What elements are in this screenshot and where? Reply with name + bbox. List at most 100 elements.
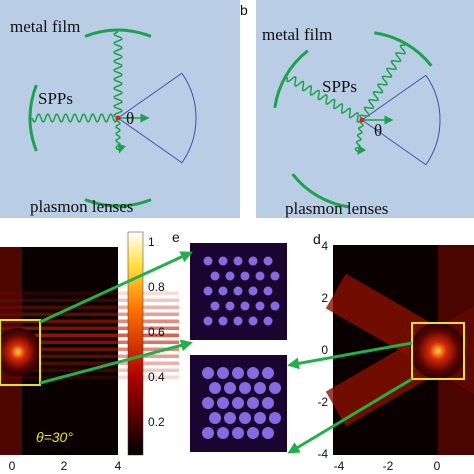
spp-wave [31, 113, 119, 123]
spp-wave [115, 117, 127, 154]
spot [210, 301, 220, 311]
colorbar-tick-label: 0.2 [148, 415, 165, 429]
panel-label: e [172, 229, 180, 245]
spot [217, 367, 229, 379]
spp-wave [354, 119, 367, 156]
spot [254, 382, 266, 394]
spot [217, 397, 229, 409]
spot [254, 412, 266, 424]
x-tick-label: -2 [383, 459, 394, 473]
spot [224, 382, 236, 394]
fringe [0, 312, 179, 316]
sector [117, 72, 197, 164]
angle-label: θ [374, 121, 382, 140]
spot [270, 301, 280, 311]
fringe [0, 291, 179, 295]
fringe [0, 375, 179, 379]
spot [202, 397, 214, 409]
annotation: θ=30° [36, 429, 73, 445]
x-tick-label: 0 [9, 459, 16, 473]
spot [248, 316, 258, 326]
x-tick-label: -4 [334, 459, 345, 473]
fringe [0, 361, 179, 365]
spot [263, 286, 273, 296]
x-tick-label: 4 [115, 459, 122, 473]
plasmon-lens [28, 84, 38, 152]
spot [270, 271, 280, 281]
connectors [39, 251, 413, 454]
spot [269, 382, 281, 394]
lenses-label: plasmon lenses [30, 197, 133, 216]
plasmon-lens [273, 49, 309, 108]
fringe [0, 340, 179, 344]
spot [202, 367, 214, 379]
field-map-left [0, 247, 179, 455]
spot [232, 367, 244, 379]
colorbar [127, 231, 144, 456]
spot [269, 412, 281, 424]
y-tick-label: 2 [321, 291, 328, 305]
spot [262, 367, 274, 379]
spot [218, 256, 228, 266]
x-tick-label: 0 [434, 459, 441, 473]
spot [210, 271, 220, 281]
spot [233, 256, 243, 266]
plasmon-lens [291, 173, 350, 209]
source [115, 115, 121, 121]
colorbar-tick-label: 0.8 [148, 280, 165, 294]
film-label: metal film [10, 17, 80, 36]
spot [233, 286, 243, 296]
fringe [0, 319, 179, 323]
hotspot [0, 328, 42, 376]
fringe [0, 305, 179, 309]
schematic-right [273, 31, 441, 209]
fringe [0, 347, 179, 351]
spot [203, 316, 213, 326]
spot [218, 316, 228, 326]
hotspot [410, 323, 466, 379]
spot [225, 271, 235, 281]
spot [240, 301, 250, 311]
spps-label: SPPs [38, 89, 73, 108]
spot [263, 316, 273, 326]
spp-wave [113, 31, 123, 119]
spot [225, 301, 235, 311]
spot [224, 412, 236, 424]
fringe [0, 354, 179, 358]
pattern-image [190, 355, 287, 452]
y-tick-label: 0 [321, 343, 328, 357]
spot [203, 286, 213, 296]
y-tick-label: -2 [317, 395, 328, 409]
y-tick-label: 4 [321, 239, 328, 253]
angle-label: θ [126, 109, 134, 128]
spot [255, 271, 265, 281]
spot [239, 382, 251, 394]
sector [361, 74, 441, 166]
spot [248, 286, 258, 296]
spot [232, 397, 244, 409]
panel-label: b [240, 2, 248, 18]
film-label: metal film [262, 25, 332, 44]
spot [239, 412, 251, 424]
y-tick-label: -4 [317, 447, 328, 461]
plasmon-lens [84, 198, 152, 208]
spp-wave [359, 44, 406, 122]
spot [240, 271, 250, 281]
spps-label: SPPs [322, 77, 357, 96]
colorbar-tick-label: 0.6 [148, 325, 165, 339]
spot [233, 316, 243, 326]
fringe [0, 326, 179, 330]
schematic-left [28, 28, 197, 208]
spot [247, 427, 259, 439]
spot [209, 382, 221, 394]
pattern-image [190, 243, 287, 340]
plasmon-lens [84, 28, 152, 38]
field-map-right [325, 245, 474, 455]
spot [218, 286, 228, 296]
spot [209, 412, 221, 424]
colorbar-tick-label: 1 [148, 235, 155, 249]
spot [248, 256, 258, 266]
spot [217, 427, 229, 439]
source [359, 117, 365, 123]
